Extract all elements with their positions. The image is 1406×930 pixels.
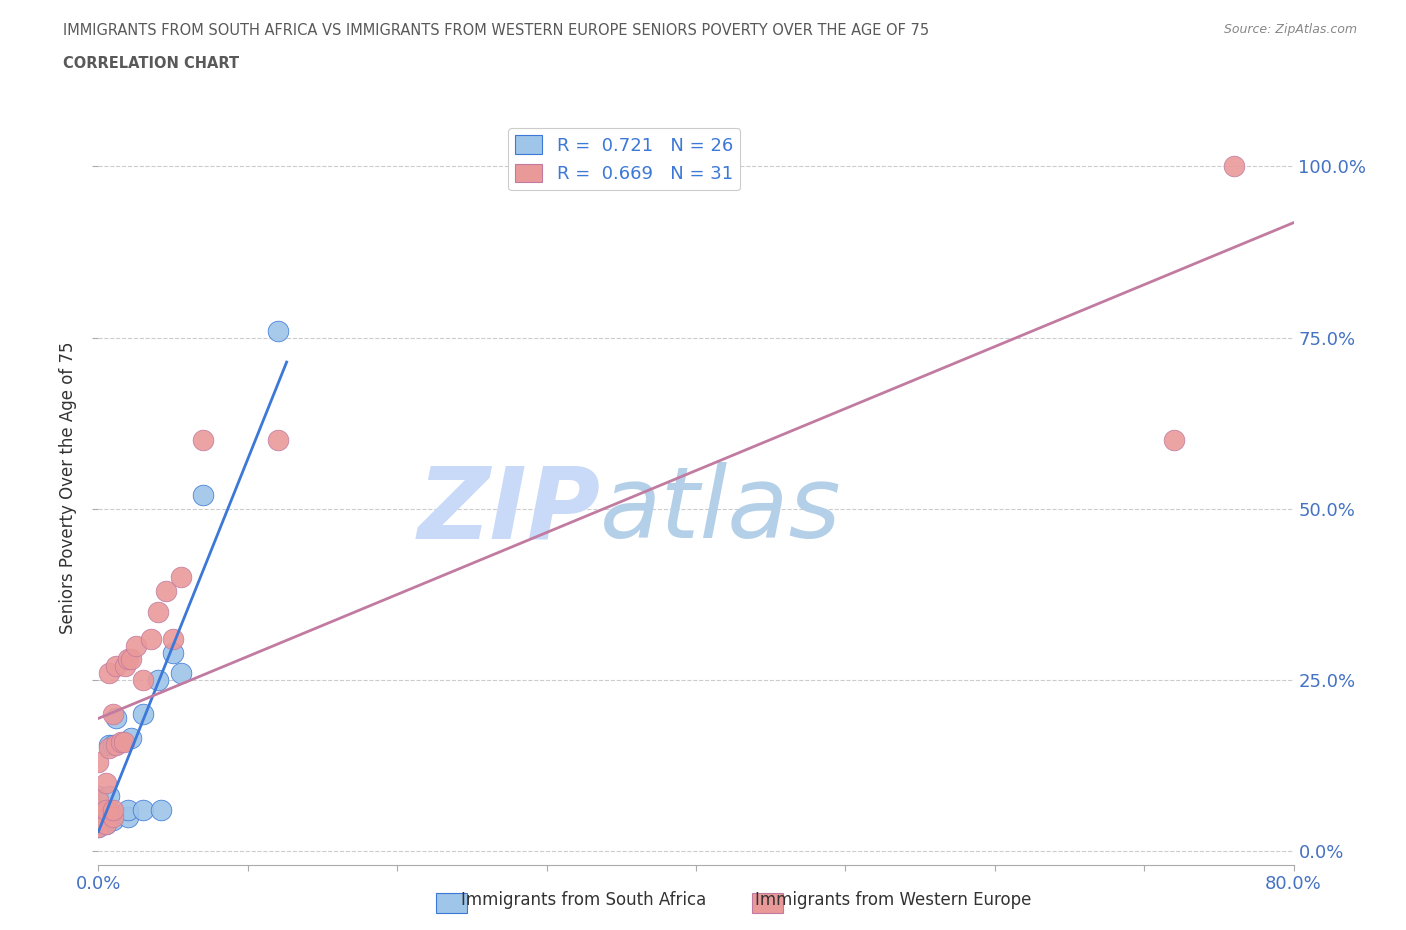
Point — [103, 737, 125, 752]
Point — [87, 796, 110, 811]
Point — [97, 741, 120, 756]
Point — [169, 570, 191, 585]
Point — [125, 638, 148, 653]
Point — [97, 789, 120, 804]
Point — [87, 789, 110, 804]
Point — [87, 813, 110, 828]
Point — [112, 734, 135, 749]
Point — [139, 631, 162, 646]
Point — [162, 645, 184, 660]
Point — [148, 672, 170, 687]
Point — [267, 432, 290, 447]
Point — [1163, 432, 1185, 447]
Point — [120, 652, 142, 667]
Point — [1223, 159, 1246, 174]
Point — [87, 755, 110, 770]
Point — [114, 658, 136, 673]
Point — [117, 803, 139, 817]
Point — [87, 820, 110, 835]
Point — [97, 666, 120, 681]
Point — [132, 707, 155, 722]
Point — [267, 324, 290, 339]
Point — [103, 813, 125, 828]
Point — [94, 776, 117, 790]
Point — [103, 707, 125, 722]
Point — [87, 806, 110, 821]
Text: Immigrants from South Africa: Immigrants from South Africa — [461, 891, 706, 910]
Point — [87, 809, 110, 824]
Point — [150, 803, 173, 817]
Point — [94, 803, 117, 817]
Point — [191, 487, 214, 502]
Point — [148, 604, 170, 619]
Point — [117, 652, 139, 667]
Point — [87, 803, 110, 817]
Point — [103, 809, 125, 824]
Text: atlas: atlas — [600, 462, 842, 559]
Text: Source: ZipAtlas.com: Source: ZipAtlas.com — [1223, 23, 1357, 36]
Text: Immigrants from Western Europe: Immigrants from Western Europe — [755, 891, 1031, 910]
Text: ZIP: ZIP — [418, 462, 600, 559]
Point — [105, 658, 128, 673]
Point — [94, 803, 117, 817]
Point — [87, 820, 110, 835]
Point — [103, 803, 125, 817]
Point — [105, 711, 128, 725]
Point — [162, 631, 184, 646]
Point — [94, 817, 117, 831]
Point — [103, 806, 125, 821]
Point — [132, 803, 155, 817]
Point — [191, 432, 214, 447]
Point — [117, 809, 139, 824]
Point — [120, 731, 142, 746]
Point — [132, 672, 155, 687]
Point — [169, 666, 191, 681]
Point — [110, 734, 132, 749]
Point — [97, 737, 120, 752]
Point — [155, 583, 177, 598]
Point — [87, 792, 110, 807]
Y-axis label: Seniors Poverty Over the Age of 75: Seniors Poverty Over the Age of 75 — [59, 342, 77, 634]
Text: CORRELATION CHART: CORRELATION CHART — [63, 56, 239, 71]
Text: IMMIGRANTS FROM SOUTH AFRICA VS IMMIGRANTS FROM WESTERN EUROPE SENIORS POVERTY O: IMMIGRANTS FROM SOUTH AFRICA VS IMMIGRAN… — [63, 23, 929, 38]
Point — [87, 817, 110, 831]
Point — [105, 737, 128, 752]
Point — [94, 809, 117, 824]
Legend: R =  0.721   N = 26, R =  0.669   N = 31: R = 0.721 N = 26, R = 0.669 N = 31 — [508, 128, 741, 191]
Point — [94, 817, 117, 831]
